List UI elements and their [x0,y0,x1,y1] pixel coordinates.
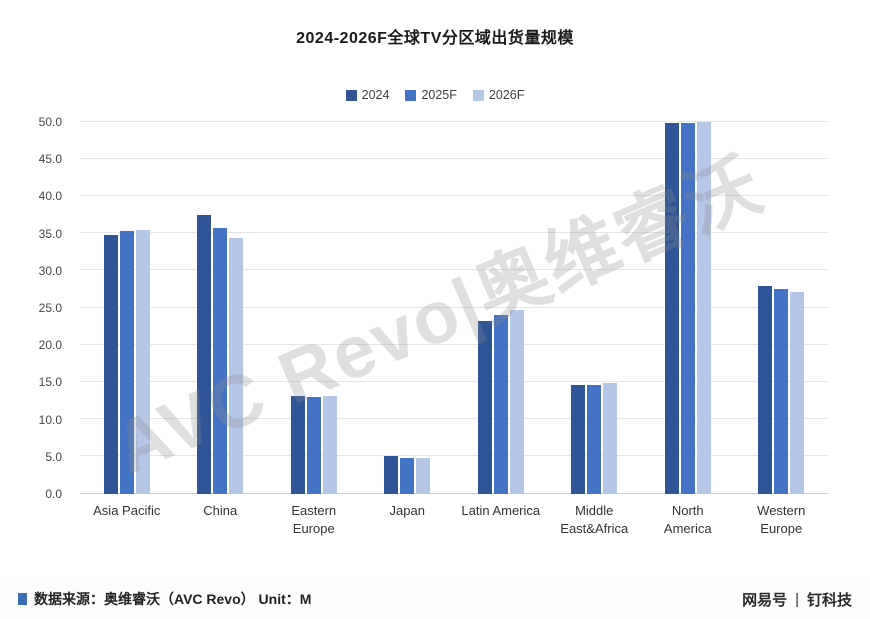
y-tick-label: 10.0 [38,412,62,427]
y-tick-label: 50.0 [38,115,62,129]
x-category-label: Middle East&Africa [560,503,629,536]
brand-divider: | [795,590,799,608]
bar [790,291,805,494]
plot-gridlines [80,121,828,494]
bar [306,397,321,494]
bar [509,310,524,494]
bar [416,457,431,494]
gridline [80,306,828,308]
legend-swatch-icon [405,89,417,101]
bar [477,320,492,494]
bar [384,456,399,494]
x-category-label: North America [663,503,712,536]
bar [587,384,602,494]
plot-area [80,121,828,494]
x-category-label: Asia Pacific [93,503,161,518]
bar [758,285,773,494]
bar [571,385,586,494]
bar-group [361,122,455,494]
gridline [80,195,828,197]
bar [103,235,118,494]
y-tick-label: 30.0 [38,263,62,278]
y-axis-labels: 0.0 5.0 10.0 15.0 20.0 25.0 30.0 35.0 40.0 45.0 50… [0,115,72,501]
y-tick-label: 15.0 [38,375,62,390]
bar [680,122,695,494]
bar [493,315,508,494]
gridline [80,121,828,122]
y-tick-label: 25.0 [38,301,62,315]
y-tick-label: 35.0 [38,226,62,241]
data-source: 数据来源：奥维睿沃（AVC Revo） Unit：M [18,589,311,609]
gridline [80,454,828,456]
legend: 2024 2025F 2026F [0,88,870,102]
gridline [80,269,828,271]
legend-label: 2024 [361,88,390,102]
gridline [80,158,828,160]
x-category-label: Western Europe [757,503,806,536]
gridline [80,380,828,382]
bar-group [174,122,268,494]
y-tick-label: 5.0 [45,449,62,464]
source-bullet-icon [18,593,27,605]
bar [696,122,711,494]
bar-groups [80,122,828,494]
chart-title: 2024-2026F全球TV分区域出货量规模 [296,30,574,47]
gridline [80,417,828,419]
x-category-label: Latin America [461,503,541,518]
x-category-label: Eastern Europe [291,503,337,536]
brand-left: 网易号 [742,591,788,609]
bar [197,215,212,494]
y-tick-label: 0.0 [45,487,62,501]
bar [213,228,228,494]
bar [135,229,150,494]
bar [322,395,337,494]
bar [664,122,679,494]
bar [774,288,789,494]
bar-group [548,122,642,494]
x-category-label: Japan [389,503,425,518]
bar [119,231,134,494]
bar-group [454,122,548,494]
legend-swatch-icon [472,89,484,101]
source-text: 数据来源：奥维睿沃（AVC Revo） Unit：M [34,591,312,607]
bar-group [641,122,735,494]
legend-swatch-icon [345,89,357,101]
legend-item: 2025F [405,88,457,102]
gridline [80,232,828,234]
brand-right: 钉科技 [806,591,852,609]
y-tick-label: 45.0 [38,152,62,167]
branding: 网易号 | 钉科技 [742,589,852,610]
legend-label: 2025F [421,88,457,102]
legend-item: 2024 [345,88,390,102]
bar [400,457,415,494]
y-tick-label: 40.0 [38,189,62,204]
bar-group [735,122,829,494]
bar-group [267,122,361,494]
y-tick-label: 20.0 [38,338,62,353]
footer: 数据来源：奥维睿沃（AVC Revo） Unit：M 网易号 | 钉科技 [0,579,870,619]
bar [603,383,618,494]
x-category-label: China [203,503,238,518]
x-axis-labels: Asia Pacific China Eastern Europe Japan Lati… [80,502,828,537]
bar-group [80,122,174,494]
bar [290,395,305,494]
legend-label: 2026F [488,88,525,102]
gridline [80,343,828,345]
legend-item: 2026F [472,88,525,102]
bar [229,238,244,494]
